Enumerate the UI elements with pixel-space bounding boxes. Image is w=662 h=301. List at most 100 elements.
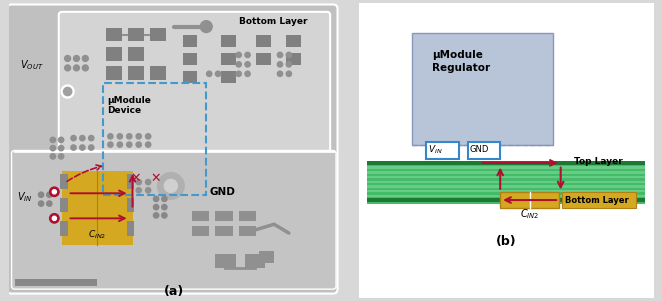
- Bar: [106, 47, 122, 61]
- Bar: [367, 185, 645, 188]
- Circle shape: [108, 134, 113, 139]
- Text: $V_{IN}$: $V_{IN}$: [428, 144, 443, 156]
- Bar: [239, 211, 256, 221]
- Circle shape: [126, 188, 132, 193]
- Circle shape: [146, 179, 151, 185]
- Circle shape: [52, 190, 56, 194]
- Circle shape: [65, 55, 71, 61]
- Bar: [150, 67, 166, 80]
- Bar: [500, 192, 559, 208]
- Bar: [150, 28, 166, 41]
- Circle shape: [50, 137, 56, 143]
- Bar: [244, 254, 265, 268]
- Circle shape: [164, 179, 177, 192]
- Circle shape: [47, 192, 52, 197]
- Bar: [367, 195, 645, 197]
- Circle shape: [286, 62, 291, 67]
- Text: (b): (b): [496, 235, 516, 248]
- Text: ✕: ✕: [130, 172, 141, 185]
- Bar: [106, 67, 122, 80]
- Bar: [426, 142, 459, 159]
- Text: GND: GND: [470, 145, 489, 154]
- Circle shape: [245, 52, 250, 57]
- Circle shape: [158, 172, 184, 199]
- Circle shape: [89, 135, 94, 141]
- Circle shape: [71, 135, 76, 141]
- Bar: [367, 161, 645, 165]
- Bar: [367, 166, 645, 169]
- Circle shape: [71, 145, 76, 150]
- Bar: [183, 53, 197, 65]
- Bar: [60, 221, 68, 236]
- Circle shape: [79, 135, 85, 141]
- Circle shape: [82, 55, 88, 61]
- Circle shape: [58, 137, 64, 143]
- Bar: [128, 67, 144, 80]
- Bar: [256, 36, 271, 47]
- Circle shape: [236, 71, 242, 76]
- Text: Bottom Layer: Bottom Layer: [565, 196, 629, 205]
- Circle shape: [236, 62, 242, 67]
- Circle shape: [58, 145, 64, 151]
- Bar: [63, 172, 131, 244]
- Circle shape: [277, 52, 283, 57]
- Circle shape: [108, 142, 113, 147]
- Bar: [183, 71, 197, 83]
- Circle shape: [117, 188, 122, 193]
- Bar: [126, 198, 134, 213]
- Circle shape: [136, 142, 142, 147]
- Bar: [286, 36, 301, 47]
- Bar: [128, 47, 144, 61]
- Circle shape: [286, 52, 291, 57]
- Circle shape: [154, 213, 159, 218]
- Bar: [221, 36, 236, 47]
- Circle shape: [126, 134, 132, 139]
- Text: μModule
Device: μModule Device: [107, 96, 152, 115]
- Circle shape: [162, 213, 167, 218]
- Text: $C_{IN2}$: $C_{IN2}$: [520, 207, 540, 221]
- Circle shape: [117, 134, 122, 139]
- Text: $V_{IN}$: $V_{IN}$: [17, 191, 33, 204]
- Bar: [367, 176, 645, 178]
- Bar: [103, 83, 207, 195]
- Bar: [412, 33, 553, 144]
- Bar: [15, 279, 97, 286]
- Circle shape: [136, 134, 142, 139]
- Circle shape: [201, 21, 212, 33]
- Circle shape: [38, 201, 44, 206]
- Text: GND: GND: [209, 187, 235, 197]
- Circle shape: [154, 204, 159, 210]
- Circle shape: [79, 145, 85, 150]
- Bar: [60, 174, 68, 189]
- Circle shape: [117, 179, 122, 185]
- Circle shape: [136, 188, 142, 193]
- Bar: [367, 198, 645, 202]
- Text: ✕: ✕: [151, 172, 162, 185]
- Circle shape: [89, 145, 94, 150]
- Circle shape: [50, 214, 59, 223]
- Circle shape: [50, 154, 56, 159]
- Bar: [215, 226, 233, 236]
- Bar: [367, 181, 645, 183]
- Circle shape: [73, 55, 79, 61]
- Bar: [126, 221, 134, 236]
- Bar: [126, 174, 134, 189]
- Bar: [239, 226, 256, 236]
- Bar: [260, 251, 274, 262]
- Circle shape: [146, 142, 151, 147]
- Bar: [367, 190, 645, 192]
- Bar: [468, 142, 500, 159]
- Circle shape: [65, 65, 71, 71]
- Bar: [191, 211, 209, 221]
- Bar: [256, 53, 271, 65]
- Text: Top Layer: Top Layer: [574, 157, 623, 166]
- Circle shape: [126, 142, 132, 147]
- Text: (a): (a): [164, 285, 184, 298]
- Circle shape: [236, 52, 242, 57]
- Bar: [62, 171, 132, 245]
- Bar: [191, 226, 209, 236]
- FancyBboxPatch shape: [7, 5, 338, 293]
- Circle shape: [61, 85, 74, 98]
- Circle shape: [146, 188, 151, 193]
- Circle shape: [146, 134, 151, 139]
